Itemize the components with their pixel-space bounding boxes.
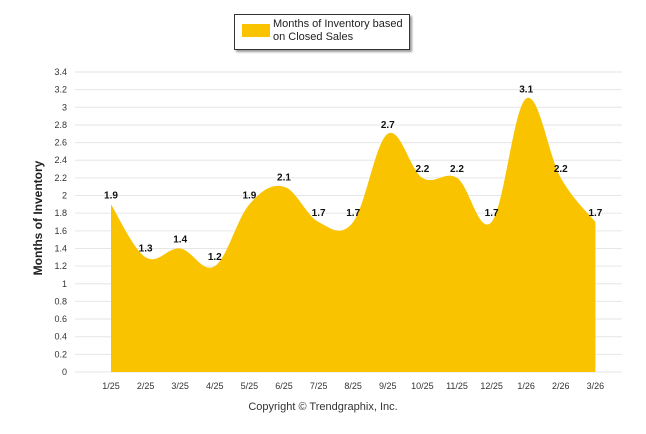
legend-label-line1: Months of Inventory based (273, 18, 403, 30)
data-label: 1.7 (346, 208, 360, 219)
x-tick-label: 1/25 (102, 381, 120, 391)
x-tick-label: 3/25 (171, 381, 189, 391)
copyright-footer: Copyright © Trendgraphix, Inc. (248, 401, 398, 413)
y-tick-label: 0 (62, 367, 67, 377)
x-axis-ticks: 1/25 2/25 3/25 4/25 5/25 6/25 7/25 8/25 9/25 10/2… (102, 381, 604, 391)
x-tick-label: 11/25 (446, 381, 468, 391)
y-tick-label: 2.6 (54, 138, 67, 148)
data-label: 1.4 (173, 234, 187, 245)
y-tick-label: 0.6 (54, 314, 67, 324)
y-tick-label: 0.8 (54, 296, 67, 306)
x-tick-label: 4/25 (206, 381, 224, 391)
y-tick-label: 2.4 (54, 155, 67, 165)
x-tick-label: 10/25 (411, 381, 434, 391)
x-tick-label: 3/26 (587, 381, 605, 391)
data-label: 1.7 (312, 208, 326, 219)
x-tick-label: 7/25 (310, 381, 328, 391)
data-label: 2.2 (415, 164, 429, 175)
data-label: 1.7 (588, 208, 602, 219)
x-tick-label: 6/25 (275, 381, 293, 391)
y-tick-label: 1 (62, 279, 67, 289)
y-axis-title: Months of Inventory (31, 160, 45, 275)
y-tick-label: 3.4 (54, 67, 67, 77)
y-tick-label: 1.2 (54, 261, 67, 271)
data-label: 1.3 (139, 243, 153, 254)
data-label: 1.9 (104, 190, 118, 201)
y-tick-label: 2.8 (54, 120, 67, 130)
data-label: 2.2 (450, 164, 464, 175)
x-tick-label: 12/25 (480, 381, 503, 391)
y-tick-label: 3 (62, 102, 67, 112)
x-tick-label: 2/26 (552, 381, 570, 391)
legend-label: Months of Inventory based on Closed Sale… (273, 18, 403, 44)
y-tick-label: 1.4 (54, 243, 67, 253)
y-tick-label: 2 (62, 191, 67, 201)
y-tick-label: 1.8 (54, 208, 67, 218)
legend-swatch (242, 24, 270, 37)
area-series (111, 97, 596, 372)
y-axis-ticks: 0 0.2 0.4 0.6 0.8 1 1.2 1.4 1.6 1.8 2 2.2 2.4 2.6 2.8 3… (54, 67, 67, 377)
y-tick-label: 2.2 (54, 173, 67, 183)
data-label: 2.7 (381, 120, 395, 131)
x-tick-label: 1/26 (517, 381, 535, 391)
y-tick-label: 3.2 (54, 85, 67, 95)
legend: Months of Inventory based on Closed Sale… (234, 14, 410, 50)
data-labels: 1.9 1.3 1.4 1.2 1.9 2.1 1.7 1.7 2.7 2.2 2.2 1.7 3.1 2… (104, 84, 603, 263)
data-label: 2.1 (277, 173, 291, 184)
x-tick-label: 9/25 (379, 381, 397, 391)
data-label: 1.7 (485, 208, 499, 219)
x-tick-label: 2/25 (137, 381, 155, 391)
area-fill (111, 97, 596, 372)
data-label: 1.2 (208, 252, 222, 263)
y-tick-label: 0.4 (54, 332, 67, 342)
x-tick-label: 8/25 (344, 381, 362, 391)
data-label: 1.9 (242, 190, 256, 201)
x-tick-label: 5/25 (241, 381, 259, 391)
y-tick-label: 1.6 (54, 226, 67, 236)
legend-label-line2: on Closed Sales (273, 31, 354, 43)
data-label: 3.1 (519, 84, 533, 95)
data-label: 2.2 (554, 164, 568, 175)
y-tick-label: 0.2 (54, 349, 67, 359)
